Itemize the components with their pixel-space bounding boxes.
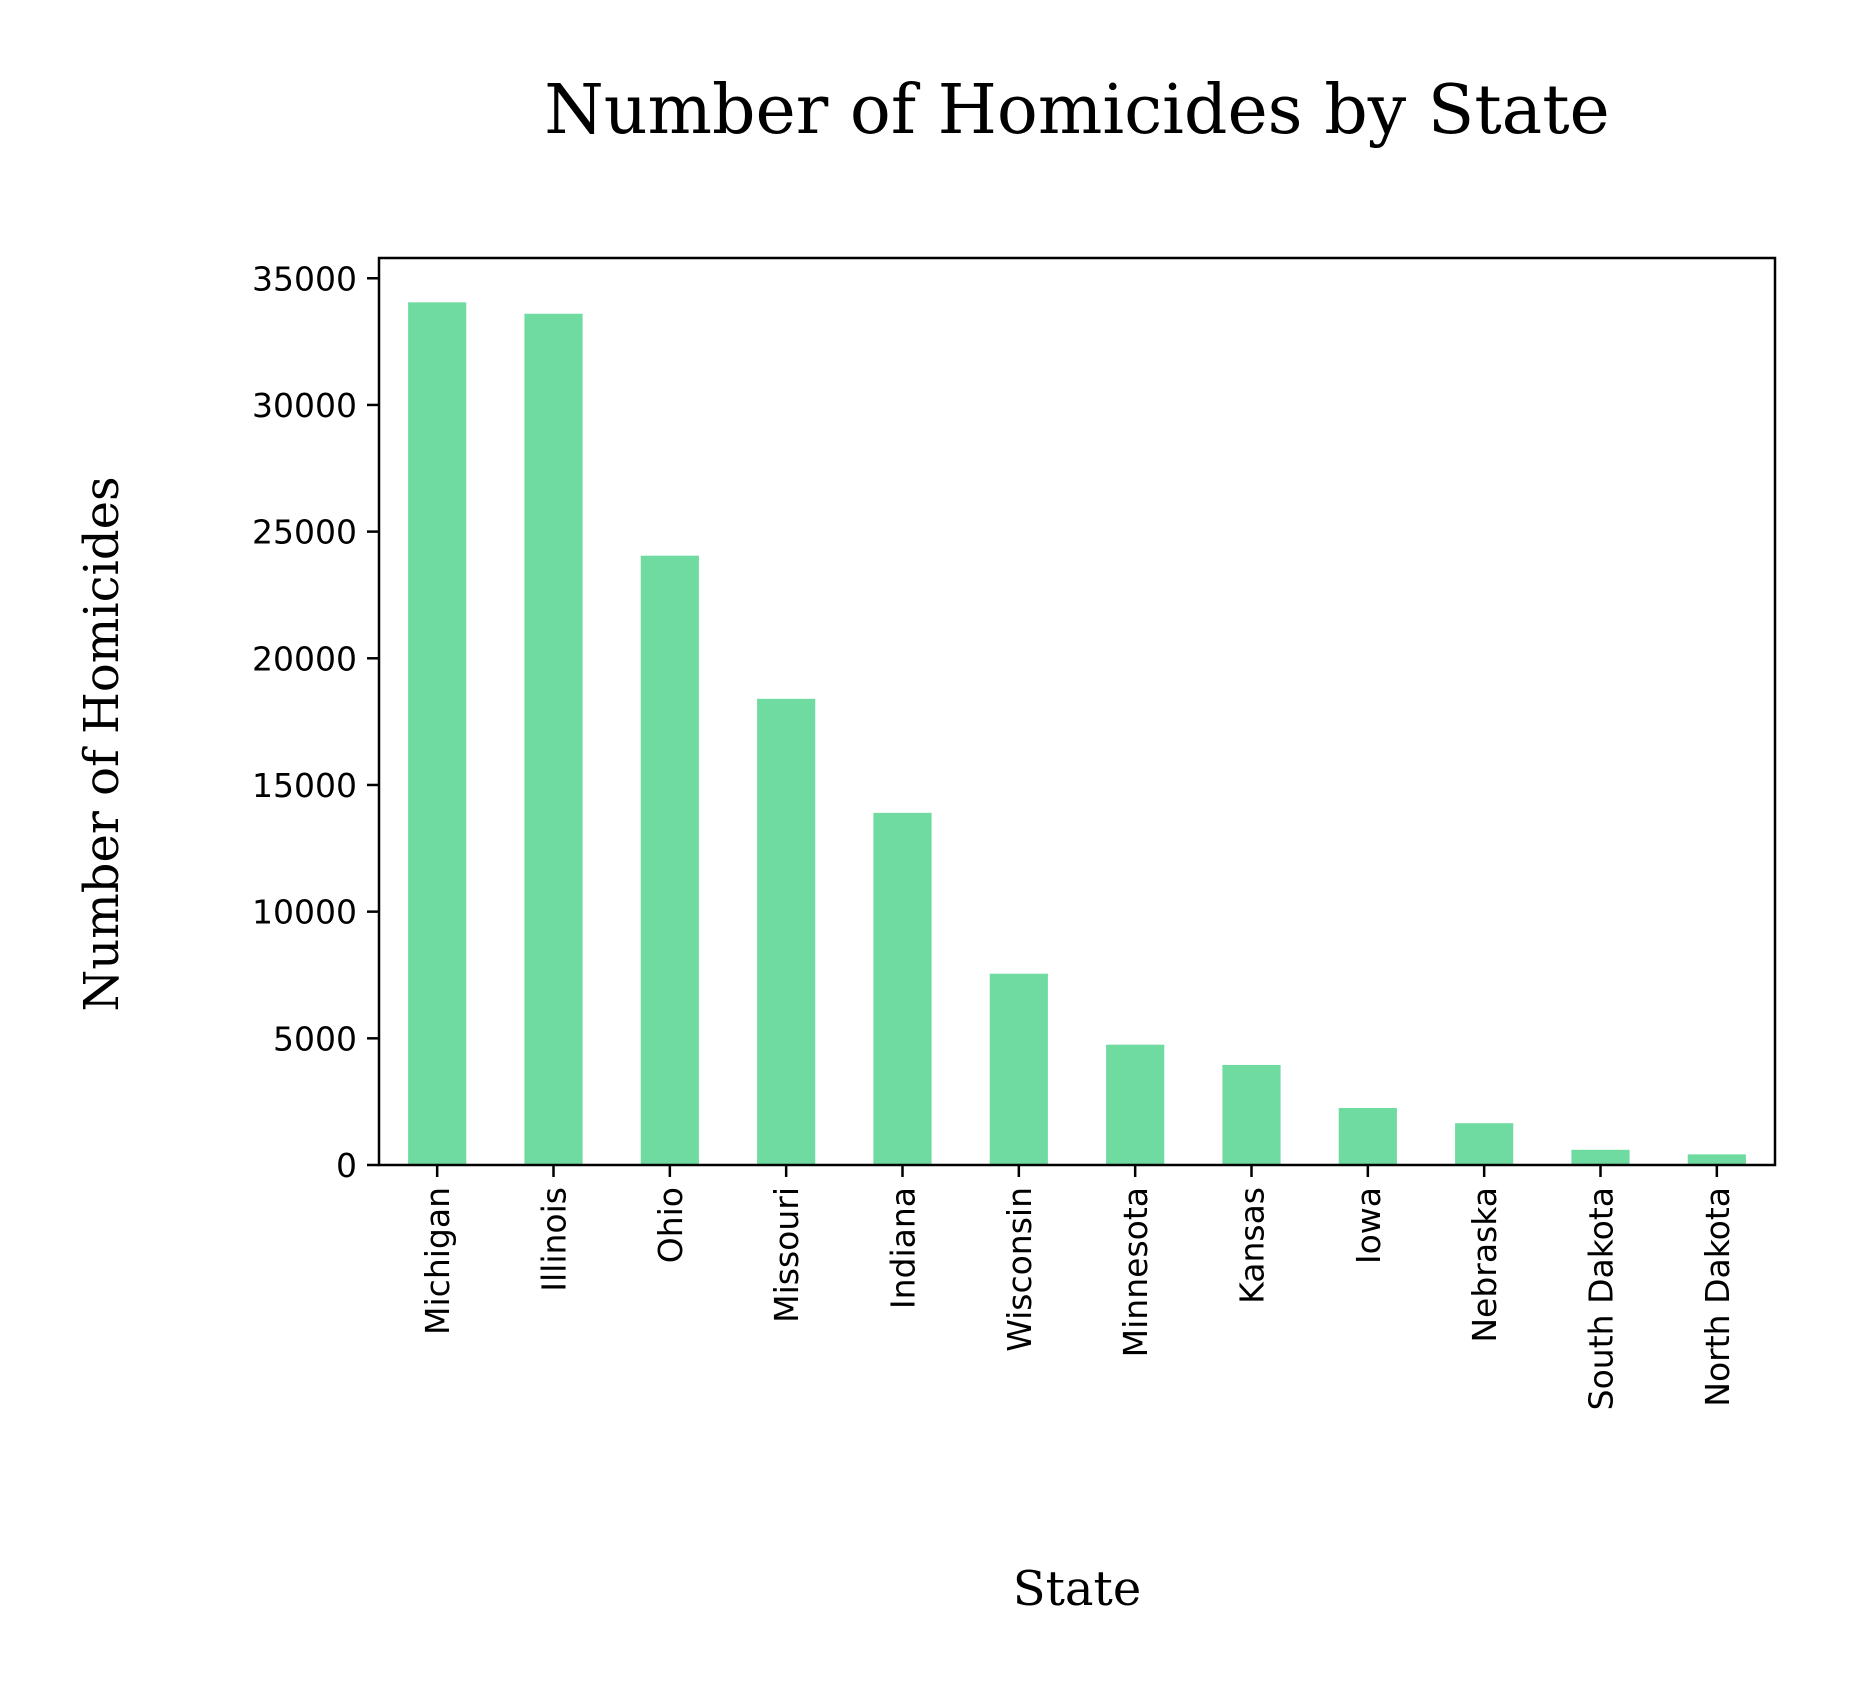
bars xyxy=(408,302,1746,1166)
x-tick-label: South Dakota xyxy=(1582,1187,1621,1410)
y-tick-label: 30000 xyxy=(252,386,357,425)
x-tick-label: Wisconsin xyxy=(1000,1187,1039,1352)
x-tick-label: Minnesota xyxy=(1116,1187,1155,1357)
y-tick-label: 0 xyxy=(336,1146,357,1185)
x-tick-label: Iowa xyxy=(1349,1187,1388,1264)
y-tick-label: 35000 xyxy=(252,259,357,298)
x-tick-label: Indiana xyxy=(884,1187,923,1309)
x-axis-ticks: Michigan Illinois Ohio Missouri Indiana Wisco… xyxy=(418,1165,1737,1410)
plot-area-frame xyxy=(377,256,1777,1167)
y-tick-label: 20000 xyxy=(252,639,357,678)
bar-kansas xyxy=(1222,1064,1281,1165)
y-tick-label: 5000 xyxy=(273,1019,357,1058)
bar-michigan xyxy=(408,302,467,1166)
bar-iowa xyxy=(1338,1107,1397,1165)
x-tick-label: Kansas xyxy=(1233,1187,1272,1304)
y-tick-label: 15000 xyxy=(252,766,357,805)
chart-title: Number of Homicides by State xyxy=(544,71,1610,150)
bar-ohio xyxy=(640,555,699,1165)
bar-nebraska xyxy=(1455,1123,1514,1165)
bar-south-dakota xyxy=(1571,1149,1630,1165)
y-tick-label: 10000 xyxy=(252,893,357,932)
bar-missouri xyxy=(757,698,816,1165)
x-tick-label: Nebraska xyxy=(1465,1187,1504,1343)
y-axis-label: Number of Homicides xyxy=(74,476,130,1011)
bar-wisconsin xyxy=(989,973,1048,1165)
y-axis-ticks: 0 5000 10000 15000 20000 25000 30000 35000 xyxy=(252,259,379,1185)
bar-minnesota xyxy=(1106,1044,1165,1165)
x-tick-label: Illinois xyxy=(535,1187,574,1292)
x-axis-label: State xyxy=(1013,1561,1141,1617)
x-tick-label: North Dakota xyxy=(1698,1187,1737,1407)
x-tick-label: Ohio xyxy=(651,1187,690,1263)
y-tick-label: 25000 xyxy=(252,513,357,552)
x-tick-label: Missouri xyxy=(767,1187,806,1323)
x-tick-label: Michigan xyxy=(418,1187,457,1335)
bar-indiana xyxy=(873,812,932,1165)
bar-north-dakota xyxy=(1687,1154,1746,1165)
bar-illinois xyxy=(524,313,583,1165)
